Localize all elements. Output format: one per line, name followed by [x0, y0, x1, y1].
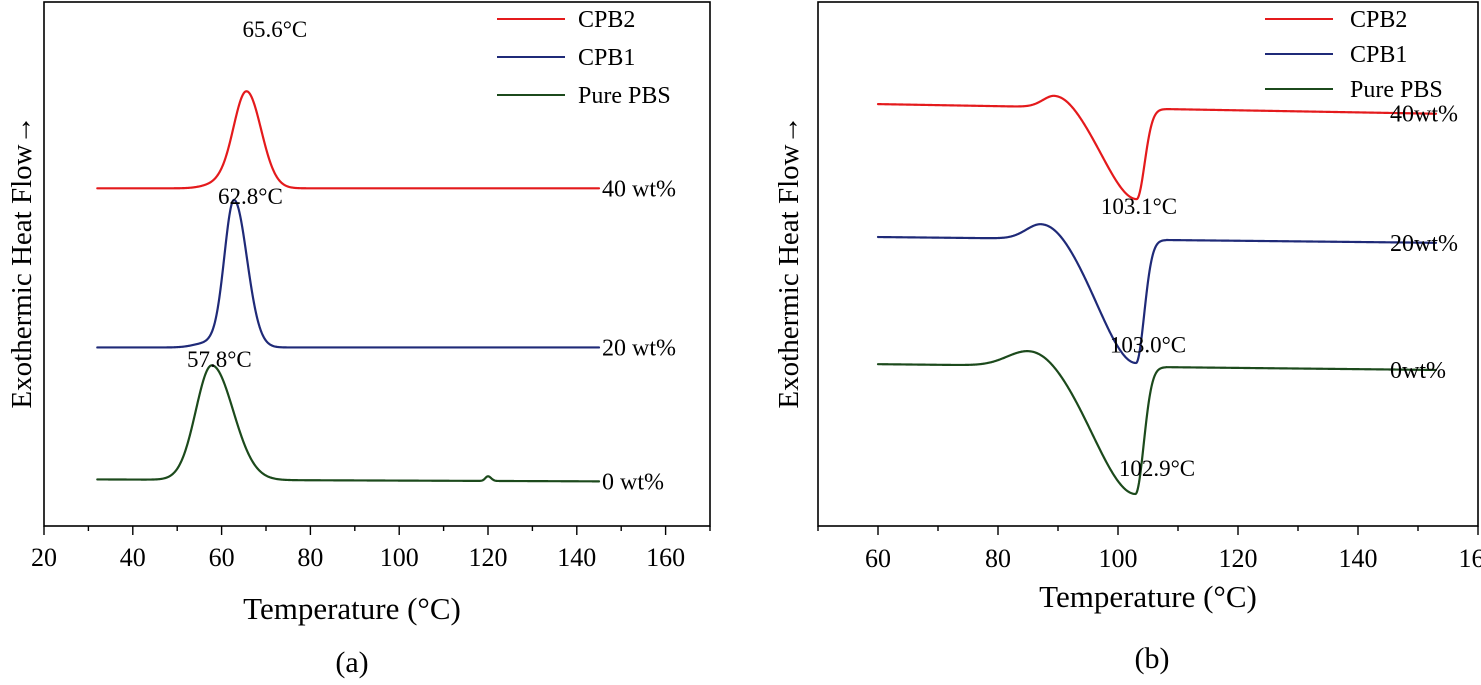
series-line-cpb2: [96, 90, 601, 190]
panel-a-plot-frame: [43, 1, 711, 527]
panel-a-caption: (a): [335, 646, 368, 679]
x-tick-label-120: 120: [469, 543, 508, 572]
legend-label-pure-pbs: Pure PBS: [578, 83, 671, 109]
panel-b-chart: 60 80 100 120 140 160 CPB2 CPB1 Pure PBS 40wt% 1…: [773, 1, 1481, 675]
peak-annotation-cpb2: 65.6°C: [242, 17, 307, 42]
panel-b-legend: CPB2 CPB1 Pure PBS: [1265, 7, 1443, 103]
peak-annotation-cpb1: 103.0°C: [1110, 333, 1186, 358]
x-tick-label-140: 140: [1339, 544, 1378, 573]
peak-annotation-cpb1: 62.8°C: [218, 184, 283, 209]
series-label-40wt: 40wt%: [1390, 102, 1458, 128]
legend-label-cpb1: CPB1: [1350, 42, 1407, 68]
x-tick-label-100: 100: [1099, 544, 1138, 573]
panel-a-y-axis-title: Exothermic Heat Flow→: [6, 115, 38, 408]
panel-a-labels: 40 wt% 65.6°C 20 wt% 62.8°C 0 wt% 57.8°C: [187, 17, 676, 495]
series-label-0-wt: 0 wt%: [602, 469, 664, 495]
series-line-cpb1: [96, 198, 601, 349]
series-label-20-wt: 20 wt%: [602, 335, 676, 361]
legend-label-cpb2: CPB2: [1350, 7, 1407, 33]
panel-b-plot-frame: [817, 1, 1479, 527]
x-tick-label-80: 80: [297, 543, 323, 572]
x-tick-label-100: 100: [380, 543, 419, 572]
x-tick-label-20: 20: [31, 543, 57, 572]
panel-b-caption: (b): [1135, 642, 1170, 675]
panel-b-curves: [876, 94, 1438, 496]
panel-b-y-axis-title: Exothermic Heat Flow→: [773, 115, 805, 408]
panel-a-x-ticks: 20 40 60 80 100 120 140 160: [31, 526, 711, 572]
x-tick-label-160: 160: [1459, 544, 1481, 573]
series-line-cpb1: [876, 223, 1438, 365]
series-label-20wt: 20wt%: [1390, 231, 1458, 257]
series-line-pure-pbs: [96, 364, 601, 483]
series-line-pure-pbs: [876, 350, 1438, 496]
peak-annotation-cpb2: 103.1°C: [1101, 194, 1177, 219]
x-tick-label-40: 40: [120, 543, 146, 572]
panel-a-legend: CPB2 CPB1 Pure PBS: [497, 7, 671, 109]
x-tick-label-120: 120: [1219, 544, 1258, 573]
panel-b-labels: 40wt% 103.1°C 20wt% 103.0°C 0wt% 102.9°C: [1101, 102, 1458, 481]
x-tick-label-60: 60: [865, 544, 891, 573]
panel-b-x-ticks: 60 80 100 120 140 160: [817, 526, 1481, 573]
panel-a-chart: 20 40 60 80 100 120 140 160 CPB2 CPB1 Pure PBS 40…: [6, 1, 711, 679]
series-label-40-wt: 40 wt%: [602, 176, 676, 202]
panel-a-curves: [96, 90, 601, 483]
x-tick-label-60: 60: [209, 543, 235, 572]
x-tick-label-140: 140: [557, 543, 596, 572]
series-label-0wt: 0wt%: [1390, 358, 1446, 384]
legend-label-pure-pbs: Pure PBS: [1350, 77, 1443, 103]
panel-b-x-axis-title: Temperature (°C): [1039, 579, 1257, 614]
x-tick-label-160: 160: [646, 543, 685, 572]
peak-annotation-pure-pbs: 102.9°C: [1119, 456, 1195, 481]
legend-label-cpb1: CPB1: [578, 45, 635, 71]
legend-label-cpb2: CPB2: [578, 7, 635, 33]
peak-annotation-pure-pbs: 57.8°C: [187, 347, 252, 372]
panel-a-x-axis-title: Temperature (°C): [243, 591, 461, 626]
series-line-cpb2: [876, 94, 1438, 201]
x-tick-label-80: 80: [985, 544, 1011, 573]
